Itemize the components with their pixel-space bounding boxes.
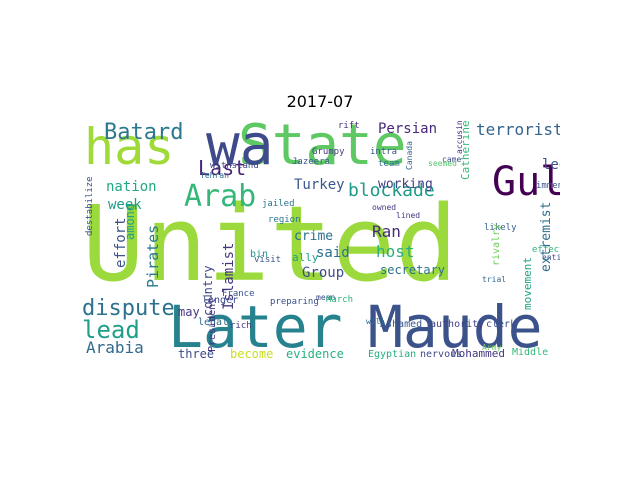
cloud-word-france: France xyxy=(222,289,255,299)
cloud-word-said: said xyxy=(316,245,350,261)
cloud-word-nation: nation xyxy=(106,179,157,195)
cloud-word-canada: Canada xyxy=(405,141,414,170)
cloud-word-working: working xyxy=(378,177,433,192)
cloud-word-rift: rift xyxy=(338,121,360,131)
cloud-word-legal: legal xyxy=(198,317,229,328)
cloud-word-visit: visit xyxy=(254,255,282,265)
cloud-word-came: came xyxy=(442,155,462,164)
cloud-word-effect: effect xyxy=(532,245,560,255)
cloud-word-crime: crime xyxy=(294,229,334,244)
cloud-word-terrorist: terrorist xyxy=(476,120,560,139)
cloud-word-egyptian: Egyptian xyxy=(368,349,417,360)
cloud-word-longer: longer xyxy=(202,295,239,306)
cloud-word-region: region xyxy=(268,215,301,225)
cloud-word-persian: Persian xyxy=(378,121,438,137)
cloud-word-blockade: blockade xyxy=(348,180,435,201)
cloud-word-movement: movement xyxy=(521,257,534,310)
cloud-word-authority: authority xyxy=(430,319,485,330)
cloud-word-will: will xyxy=(366,317,386,326)
cloud-word-destabilize: destabilize xyxy=(85,176,95,236)
cloud-word-united: United xyxy=(82,183,458,305)
cloud-word-last: Last xyxy=(198,156,247,180)
cloud-word-arabia: Arabia xyxy=(86,338,144,357)
cloud-word-arab: Arab xyxy=(184,179,257,214)
cloud-word-islamist: Islamist xyxy=(221,242,237,310)
plot-title: 2017-07 xyxy=(286,92,354,111)
cloud-word-secretary: secretary xyxy=(380,263,446,277)
cloud-word-withstand: withstand xyxy=(210,161,259,171)
cloud-word-likely: likely xyxy=(484,223,517,233)
cloud-word-led: led xyxy=(542,157,560,173)
cloud-word-clerk: clerk xyxy=(486,319,517,330)
cloud-word-wa: wa xyxy=(206,120,274,178)
cloud-word-trial: trial xyxy=(482,275,507,284)
cloud-word-week: week xyxy=(108,197,142,213)
cloud-word-has: has xyxy=(84,120,175,176)
cloud-word-ashamed: Ashamed xyxy=(380,319,423,330)
cloud-word-pirates: Pirates xyxy=(144,224,162,288)
cloud-word-extremist: extremist xyxy=(539,201,554,272)
cloud-word-group: Group xyxy=(302,265,345,281)
cloud-word-later: Later xyxy=(168,293,343,360)
cloud-word-owned: owned xyxy=(372,203,397,212)
cloud-word-rivalry: rivalry xyxy=(491,223,502,266)
cloud-word-ran: Ran xyxy=(372,222,401,241)
cloud-word-tehran: Tehran xyxy=(200,171,229,180)
cloud-word-president: President xyxy=(207,297,218,352)
cloud-word-army: Army xyxy=(482,343,502,352)
cloud-word-state: State xyxy=(238,120,407,178)
cloud-word-team: team xyxy=(378,159,400,169)
cloud-word-middle: Middle xyxy=(512,347,549,358)
cloud-word-bin: bin xyxy=(250,249,269,260)
cloud-word-grumpy: Grumpy xyxy=(312,147,345,157)
cloud-word-become: become xyxy=(230,347,274,360)
cloud-word-seemed: seemed xyxy=(428,159,457,168)
cloud-word-rich: rich xyxy=(230,321,252,331)
cloud-word-lead: lead xyxy=(82,316,140,344)
cloud-word-nervous: nervous xyxy=(420,349,463,360)
cloud-word-turkey: Turkey xyxy=(294,177,345,193)
cloud-word-may: may xyxy=(178,305,200,319)
cloud-word-jailed: jailed xyxy=(262,199,295,209)
cloud-word-ally: ally xyxy=(292,251,319,264)
cloud-word-mean: mean xyxy=(316,293,336,302)
cloud-word-gulf: Gulf xyxy=(492,159,560,205)
cloud-word-maude: Maude xyxy=(368,293,543,360)
cloud-word-batard: Batard xyxy=(104,120,184,145)
cloud-word-lined: lined xyxy=(396,211,421,220)
cloud-word-march: March xyxy=(326,295,354,305)
cloud-word-intra: intra xyxy=(370,147,398,157)
cloud-word-jazeera: Jazeera xyxy=(292,157,330,167)
cloud-word-entire: entire xyxy=(542,253,560,262)
cloud-word-three: three xyxy=(178,347,215,360)
cloud-word-immense: immense xyxy=(536,181,560,191)
cloud-word-evidence: evidence xyxy=(286,347,344,360)
cloud-word-accusing: accusing xyxy=(455,120,464,154)
cloud-word-dispute: dispute xyxy=(82,296,175,321)
cloud-word-mohammed: Mohammed xyxy=(452,347,505,360)
cloud-word-host: host xyxy=(376,242,415,261)
cloud-word-preparing: preparing xyxy=(270,297,319,307)
cloud-word-among: among xyxy=(123,203,137,240)
